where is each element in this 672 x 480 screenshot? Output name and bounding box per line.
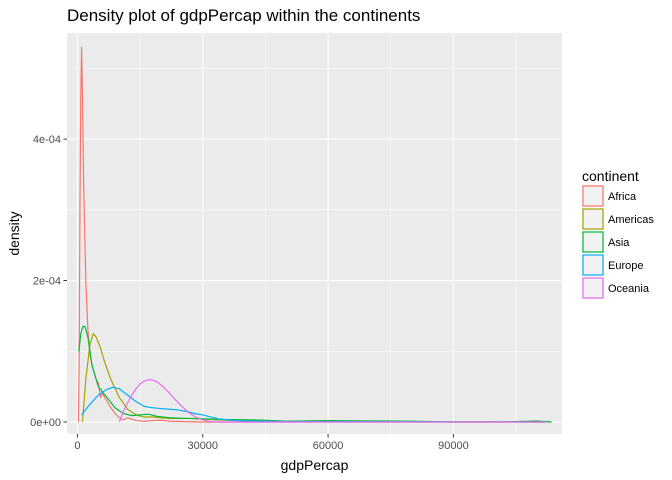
legend-label: Africa (608, 191, 637, 203)
chart-title: Density plot of gdpPercap within the con… (67, 6, 420, 25)
legend-key-background (582, 185, 604, 207)
legend: continent Africa Americas Asia Europe Oceani… (582, 168, 654, 299)
legend-label: Europe (608, 260, 643, 272)
series-line-europe (81, 386, 546, 423)
y-tick-label: 0e+00 (30, 417, 61, 429)
x-axis-title: gdpPercap (281, 457, 349, 473)
legend-title: continent (582, 168, 639, 184)
legend-key-swatch (582, 185, 604, 207)
legend-key-swatch (582, 277, 604, 299)
density-series (77, 46, 552, 423)
legend-key-asia: Asia (582, 231, 630, 253)
x-tick-label: 90000 (438, 440, 469, 452)
legend-label: Asia (608, 237, 630, 249)
legend-key-background (582, 254, 604, 276)
x-tick-label: 60000 (313, 440, 344, 452)
legend-key-swatch (582, 208, 604, 230)
y-axis-title: density (6, 211, 22, 255)
legend-key-oceania: Oceania (582, 277, 650, 299)
y-tick-label: 2e-04 (33, 276, 61, 288)
legend-key-swatch (582, 231, 604, 253)
legend-key-background (582, 208, 604, 230)
x-axis: 0 30000 60000 90000 (74, 434, 469, 452)
legend-key-swatch (582, 254, 604, 276)
series-line-oceania (118, 378, 546, 423)
legend-key-americas: Americas (582, 208, 654, 230)
y-tick-label: 4e-04 (33, 134, 61, 146)
legend-key-africa: Africa (582, 185, 637, 207)
grid-lines (67, 33, 562, 434)
y-axis: 0e+00 2e-04 4e-04 (30, 134, 67, 429)
legend-key-background (582, 231, 604, 253)
series-line-africa (77, 46, 546, 423)
plot-panel (67, 33, 562, 434)
legend-key-background (582, 277, 604, 299)
legend-label: Oceania (608, 283, 650, 295)
x-tick-label: 30000 (187, 440, 218, 452)
legend-key-europe: Europe (582, 254, 643, 276)
legend-label: Americas (608, 214, 654, 226)
x-tick-label: 0 (74, 440, 80, 452)
